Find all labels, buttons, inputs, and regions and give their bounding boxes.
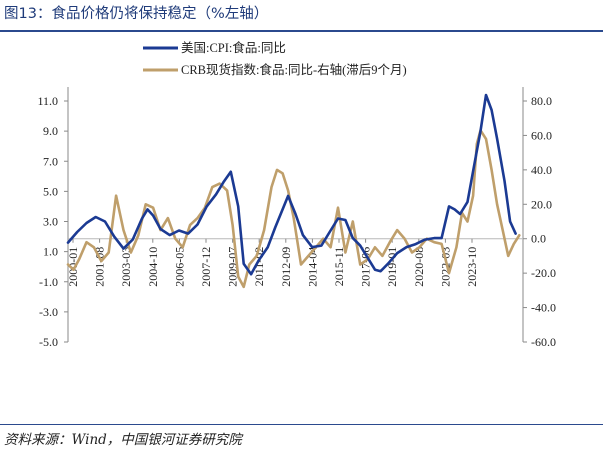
left-tick-label: -5.0 bbox=[39, 335, 58, 349]
x-tick-label: 2007-12 bbox=[199, 247, 213, 287]
right-tick-label: -20.0 bbox=[531, 266, 556, 280]
chart-title: 图13：食品价格仍将保持稳定（%左轴） bbox=[4, 6, 269, 22]
source-divider bbox=[0, 424, 603, 425]
x-tick-label: 2012-09 bbox=[279, 247, 293, 287]
x-tick-label: 2001-08 bbox=[93, 247, 107, 287]
x-tick-label: 2015-11 bbox=[332, 247, 346, 287]
left-tick-label: 11.0 bbox=[37, 94, 58, 108]
x-tick-label: 2020-08 bbox=[412, 247, 426, 287]
left-tick-label: -3.0 bbox=[39, 305, 58, 319]
series-layer bbox=[66, 93, 521, 289]
left-tick-label: 1.0 bbox=[43, 245, 58, 259]
x-tick-label: 2000-01 bbox=[66, 247, 80, 287]
right-tick-label: 20.0 bbox=[531, 197, 552, 211]
legend-label-crb: CRB现货指数:食品:同比-右轴(滞后9个月) bbox=[181, 62, 407, 77]
x-tick-label: 2023-10 bbox=[465, 247, 479, 287]
right-tick-label: 80.0 bbox=[531, 94, 552, 108]
right-tick-label: 60.0 bbox=[531, 128, 552, 142]
legend-label-cpi: 美国:CPI:食品:同比 bbox=[181, 40, 286, 55]
left-tick-label: 9.0 bbox=[43, 124, 58, 138]
title-divider bbox=[0, 30, 603, 32]
x-tick-label: 2006-05 bbox=[172, 247, 186, 287]
series-line-cpi bbox=[66, 93, 517, 276]
source-note: 资料来源：Wind，中国银河证券研究院 bbox=[4, 432, 242, 448]
left-tick-label: 3.0 bbox=[43, 215, 58, 229]
chart: 11.0 9.0 7.0 5.0 3.0 1.0 -1.0 -3.0 -5.0 80.0 60.0 4… bbox=[37, 40, 556, 349]
axes: 11.0 9.0 7.0 5.0 3.0 1.0 -1.0 -3.0 -5.0 80.0 60.0 4… bbox=[37, 87, 556, 349]
x-tick-label: 2004-10 bbox=[146, 247, 160, 287]
right-tick-label: 40.0 bbox=[531, 163, 552, 177]
left-tick-label: -1.0 bbox=[39, 275, 58, 289]
series-line-crb bbox=[66, 129, 521, 289]
right-tick-label: -40.0 bbox=[531, 301, 556, 315]
right-tick-label: -60.0 bbox=[531, 335, 556, 349]
x-tick-label: 2003-03 bbox=[119, 247, 133, 287]
x-tick-label: 2022-03 bbox=[438, 247, 452, 287]
left-tick-label: 7.0 bbox=[43, 154, 58, 168]
right-tick-label: 0.0 bbox=[531, 232, 546, 246]
left-tick-label: 5.0 bbox=[43, 184, 58, 198]
legend: 美国:CPI:食品:同比 CRB现货指数:食品:同比-右轴(滞后9个月) bbox=[143, 40, 407, 77]
